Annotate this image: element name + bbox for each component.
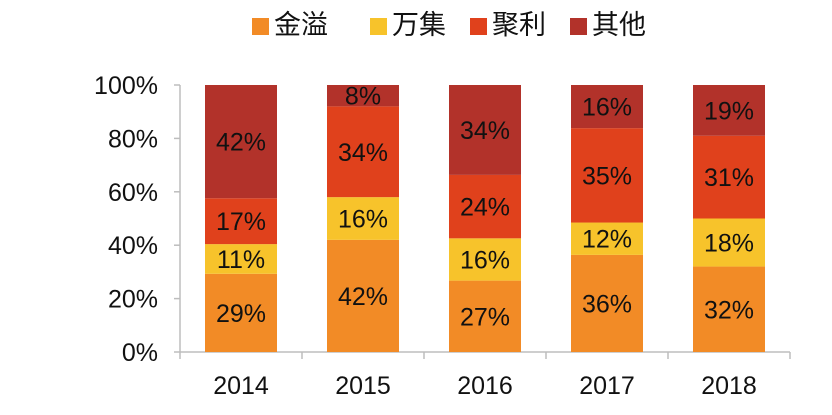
bar-segment-1 bbox=[571, 254, 643, 352]
data-label: 11% bbox=[217, 246, 265, 274]
bar-segment-3 bbox=[693, 135, 765, 219]
data-label: 34% bbox=[460, 117, 510, 145]
bar-segment-2 bbox=[571, 222, 643, 255]
data-label: 16% bbox=[582, 94, 632, 122]
data-label: 16% bbox=[338, 206, 388, 234]
y-tick-label: 80% bbox=[108, 125, 158, 153]
bar-segment-1 bbox=[327, 239, 399, 352]
data-label: 32% bbox=[704, 296, 754, 324]
bar-segment-3 bbox=[205, 198, 277, 245]
data-label: 8% bbox=[345, 83, 381, 111]
data-label: 42% bbox=[216, 129, 266, 157]
bar-segment-2 bbox=[449, 238, 521, 281]
legend-label: 万集 bbox=[392, 10, 446, 41]
x-tick-label: 2018 bbox=[701, 372, 757, 400]
bar-segment-4 bbox=[449, 85, 521, 175]
data-label: 24% bbox=[460, 194, 510, 222]
bar-segment-3 bbox=[327, 106, 399, 198]
legend-label: 聚利 bbox=[492, 10, 546, 41]
y-tick-label: 20% bbox=[108, 286, 158, 314]
data-label: 35% bbox=[582, 162, 632, 190]
bar-segment-3 bbox=[571, 128, 643, 223]
y-axis: 0% 20% 40% 60% 80% 100% bbox=[94, 72, 181, 367]
legend-swatch bbox=[570, 18, 587, 35]
data-label: 42% bbox=[338, 283, 388, 311]
legend-item-2: 万集 bbox=[370, 10, 446, 41]
bar-stack-2014: 29% 11% 17% 42% bbox=[205, 85, 277, 352]
bar-segment-4 bbox=[205, 85, 277, 199]
bar-segment-4 bbox=[327, 85, 399, 107]
x-tick-label: 2015 bbox=[335, 372, 391, 400]
bar-segment-2 bbox=[327, 197, 399, 240]
x-tick-label: 2016 bbox=[457, 372, 513, 400]
x-tick-label: 2014 bbox=[213, 372, 269, 400]
y-tick-label: 40% bbox=[108, 232, 158, 260]
legend-label: 其他 bbox=[592, 10, 646, 41]
bar-stack-2018: 32% 18% 31% 19% bbox=[693, 85, 765, 352]
data-label: 12% bbox=[582, 226, 632, 254]
y-tick-label: 100% bbox=[94, 72, 158, 100]
bar-segment-1 bbox=[205, 273, 277, 352]
data-label: 27% bbox=[460, 303, 510, 331]
legend-label: 金溢 bbox=[274, 10, 328, 41]
bar-segment-2 bbox=[693, 218, 765, 267]
bar-stack-2017: 36% 12% 35% 16% bbox=[571, 85, 643, 352]
legend-swatch bbox=[370, 18, 387, 35]
x-tick-label: 2017 bbox=[579, 372, 635, 400]
bar-segment-3 bbox=[449, 174, 521, 239]
legend-item-4: 其他 bbox=[570, 10, 646, 41]
data-label: 18% bbox=[704, 230, 754, 258]
bar-segment-4 bbox=[693, 85, 765, 136]
legend: 金溢 万集 聚利 其他 bbox=[252, 10, 646, 41]
y-tick-label: 0% bbox=[122, 339, 158, 367]
data-label: 19% bbox=[704, 97, 754, 125]
legend-swatch bbox=[470, 18, 487, 35]
bar-stack-2016: 27% 16% 24% 34% bbox=[449, 85, 521, 352]
bar-segment-1 bbox=[693, 266, 765, 352]
legend-item-3: 聚利 bbox=[470, 10, 546, 41]
data-label: 29% bbox=[216, 300, 266, 328]
x-axis: 2014 2015 2016 2017 2018 bbox=[179, 351, 791, 400]
data-label: 34% bbox=[338, 139, 388, 167]
y-tick-label: 60% bbox=[108, 179, 158, 207]
bar-segment-1 bbox=[449, 280, 521, 352]
legend-item-1: 金溢 bbox=[252, 10, 328, 41]
bars: 29% 11% 17% 42% 42% 16% 34% 8% 27% 16% 24% 34% 36% 12… bbox=[205, 83, 765, 352]
legend-swatch bbox=[252, 18, 269, 35]
data-label: 16% bbox=[460, 246, 510, 274]
data-label: 31% bbox=[704, 164, 754, 192]
bar-segment-2 bbox=[205, 244, 277, 274]
bar-stack-2015: 42% 16% 34% 8% bbox=[327, 83, 399, 352]
data-label: 36% bbox=[582, 290, 632, 318]
bar-segment-4 bbox=[571, 85, 643, 129]
data-label: 17% bbox=[216, 208, 266, 236]
